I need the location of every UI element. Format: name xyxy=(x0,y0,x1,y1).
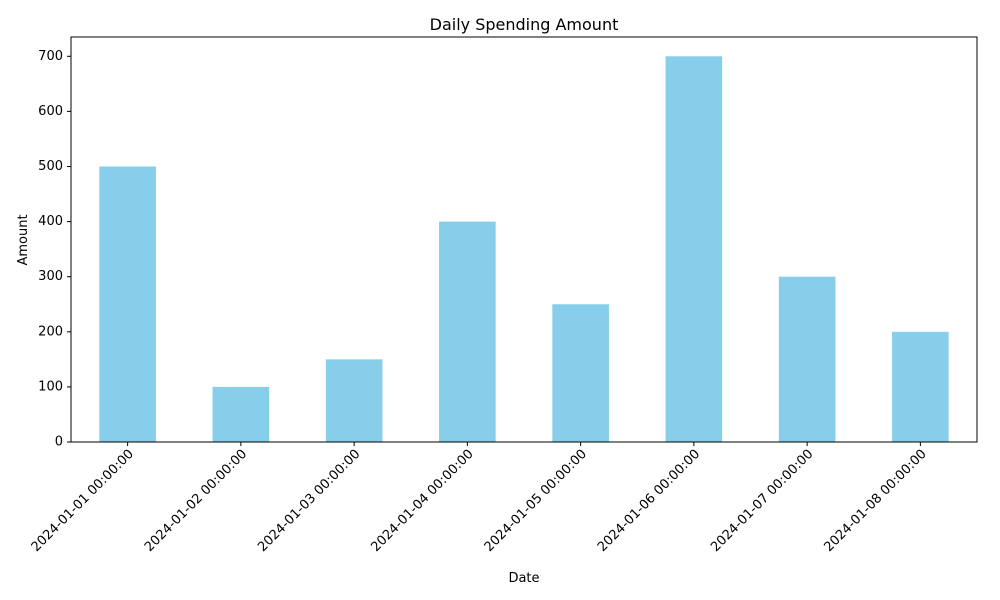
y-axis-ticks: 0 100 200 300 400 500 600 700 xyxy=(38,49,71,450)
bar-2 xyxy=(212,386,270,442)
plot-frame xyxy=(70,36,978,443)
bar-7 xyxy=(778,276,836,442)
x-tick-label: 2024-01-05 00:00:00 xyxy=(482,447,590,555)
x-axis-label: Date xyxy=(508,571,539,586)
y-tick-label: 100 xyxy=(38,379,63,394)
bar-8 xyxy=(892,331,949,442)
y-tick-label: 300 xyxy=(38,269,63,284)
y-tick-label: 500 xyxy=(38,159,63,174)
bar-4 xyxy=(439,221,496,442)
bar-6 xyxy=(665,56,723,443)
bar-5 xyxy=(552,304,609,442)
x-axis-ticks: 2024-01-01 00:00:00 2024-01-02 00:00:00 20… xyxy=(29,442,930,555)
y-tick-label: 700 xyxy=(38,49,63,64)
x-tick-label: 2024-01-04 00:00:00 xyxy=(368,447,476,555)
y-tick-label: 600 xyxy=(38,104,63,119)
chart-title: Daily Spending Amount xyxy=(430,15,619,34)
x-tick-label: 2024-01-02 00:00:00 xyxy=(142,447,250,555)
x-tick-label: 2024-01-01 00:00:00 xyxy=(29,447,137,555)
x-tick-label: 2024-01-08 00:00:00 xyxy=(821,447,929,555)
bars-group xyxy=(99,56,949,443)
x-tick-label: 2024-01-06 00:00:00 xyxy=(595,447,703,555)
y-axis-label: Amount xyxy=(16,214,31,265)
y-tick-label: 0 xyxy=(55,435,63,450)
x-tick-label: 2024-01-03 00:00:00 xyxy=(255,447,363,555)
bar-1 xyxy=(99,166,156,442)
y-tick-label: 400 xyxy=(38,214,63,229)
bar-3 xyxy=(325,359,383,442)
y-tick-label: 200 xyxy=(38,324,63,339)
x-tick-label: 2024-01-07 00:00:00 xyxy=(708,447,816,555)
